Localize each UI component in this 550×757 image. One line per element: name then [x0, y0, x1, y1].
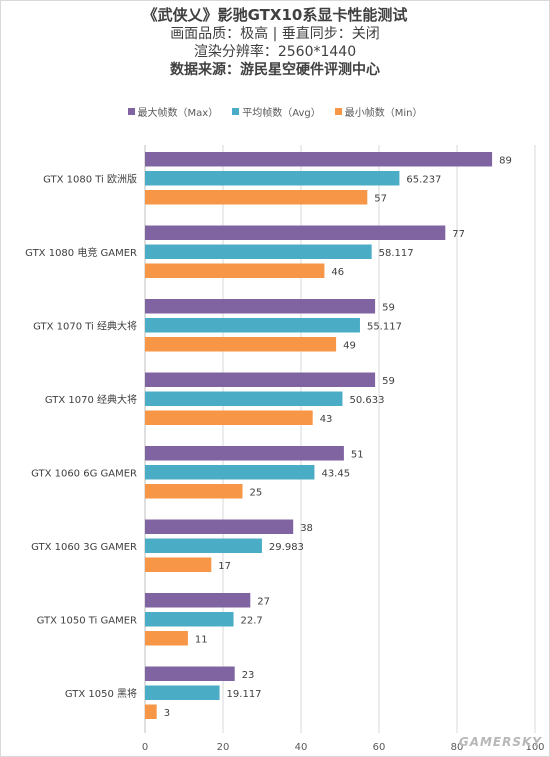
legend-label-avg: 平均帧数（Avg） — [242, 108, 321, 119]
bar — [145, 593, 251, 608]
data-label: 25 — [250, 487, 263, 498]
bar — [145, 631, 188, 646]
chart-subtitle-source: 数据来源：游民星空硬件评测中心 — [170, 62, 380, 78]
data-label: 17 — [218, 561, 231, 572]
data-label: 51 — [351, 449, 364, 460]
bar — [145, 519, 294, 534]
category-label: GTX 1080 Ti 欧洲版 — [43, 172, 137, 185]
legend-label-max: 最大帧数（Max） — [137, 108, 219, 119]
bar — [145, 666, 235, 681]
category-label: GTX 1060 6G GAMER — [31, 468, 137, 479]
data-label: 23 — [242, 670, 255, 681]
data-label: 50.633 — [349, 395, 384, 406]
x-tick-label: 80 — [451, 742, 464, 753]
data-label: 89 — [499, 155, 512, 166]
bar — [145, 612, 234, 627]
x-tick-label: 40 — [295, 742, 308, 753]
x-tick-label: 100 — [525, 742, 544, 753]
data-label: 49 — [343, 340, 356, 351]
bar — [145, 152, 493, 167]
bar — [145, 263, 325, 278]
bar — [145, 225, 446, 240]
data-label: 11 — [195, 634, 208, 645]
legend-swatch-avg — [232, 108, 240, 115]
bar — [145, 190, 368, 205]
legend-item-max: 最大帧数（Max） — [127, 104, 219, 119]
data-label: 58.117 — [379, 248, 414, 259]
chart-subtitle-settings: 画面品质：极高 | 垂直同步：关闭 — [170, 26, 380, 42]
bar — [145, 244, 372, 259]
legend-item-min: 最小帧数（Min） — [334, 104, 423, 119]
x-tick-label: 0 — [142, 742, 148, 753]
bar — [145, 557, 212, 572]
bar — [145, 484, 243, 499]
chart-title: 《武侠乂》影驰GTX10系显卡性能测试 — [142, 6, 408, 24]
category-label: GTX 1050 Ti GAMER — [37, 615, 137, 626]
data-label: 27 — [257, 596, 270, 607]
legend-label-min: 最小帧数（Min） — [344, 108, 423, 119]
x-tick-label: 60 — [373, 742, 386, 753]
watermark-logo: GAMERSKY — [458, 735, 542, 749]
data-label: 29.983 — [269, 542, 304, 553]
data-label: 19.117 — [227, 689, 262, 700]
chart-legend: 最大帧数（Max） 平均帧数（Avg） 最小帧数（Min） — [0, 104, 550, 119]
category-label: GTX 1070 经典大将 — [45, 393, 137, 406]
chart-subtitle-resolution: 渲染分辨率：2560*1440 — [193, 44, 357, 60]
bar — [145, 538, 262, 553]
bar — [145, 299, 376, 314]
bar — [145, 171, 400, 186]
legend-swatch-min — [334, 108, 342, 115]
data-label: 59 — [382, 376, 395, 387]
chart-header: 《武侠乂》影驰GTX10系显卡性能测试 画面品质：极高 | 垂直同步：关闭 渲染… — [0, 6, 550, 80]
data-label: 43.45 — [321, 468, 350, 479]
data-label: 46 — [331, 267, 344, 278]
category-label: GTX 1070 Ti 经典大将 — [33, 319, 137, 332]
data-label: 55.117 — [367, 321, 402, 332]
data-label: 59 — [382, 302, 395, 313]
bar — [145, 318, 360, 333]
bar — [145, 391, 343, 406]
bar — [145, 465, 315, 480]
bar — [145, 704, 157, 719]
category-label: GTX 1060 3G GAMER — [31, 542, 137, 553]
category-label: GTX 1050 黑将 — [65, 688, 137, 700]
legend-item-avg: 平均帧数（Avg） — [232, 104, 321, 119]
data-label: 22.7 — [241, 615, 263, 626]
data-label: 65.237 — [406, 174, 441, 185]
data-label: 57 — [374, 193, 387, 204]
data-label: 43 — [320, 414, 333, 425]
x-tick-label: 20 — [217, 742, 230, 753]
bar — [145, 372, 376, 387]
bar — [145, 685, 220, 700]
bar — [145, 446, 344, 461]
bar — [145, 410, 313, 425]
data-label: 3 — [164, 708, 170, 719]
data-label: 77 — [452, 229, 465, 240]
data-label: 38 — [300, 523, 313, 534]
bar — [145, 337, 337, 352]
category-label: GTX 1080 电竞 GAMER — [25, 246, 137, 259]
legend-swatch-max — [127, 108, 135, 115]
